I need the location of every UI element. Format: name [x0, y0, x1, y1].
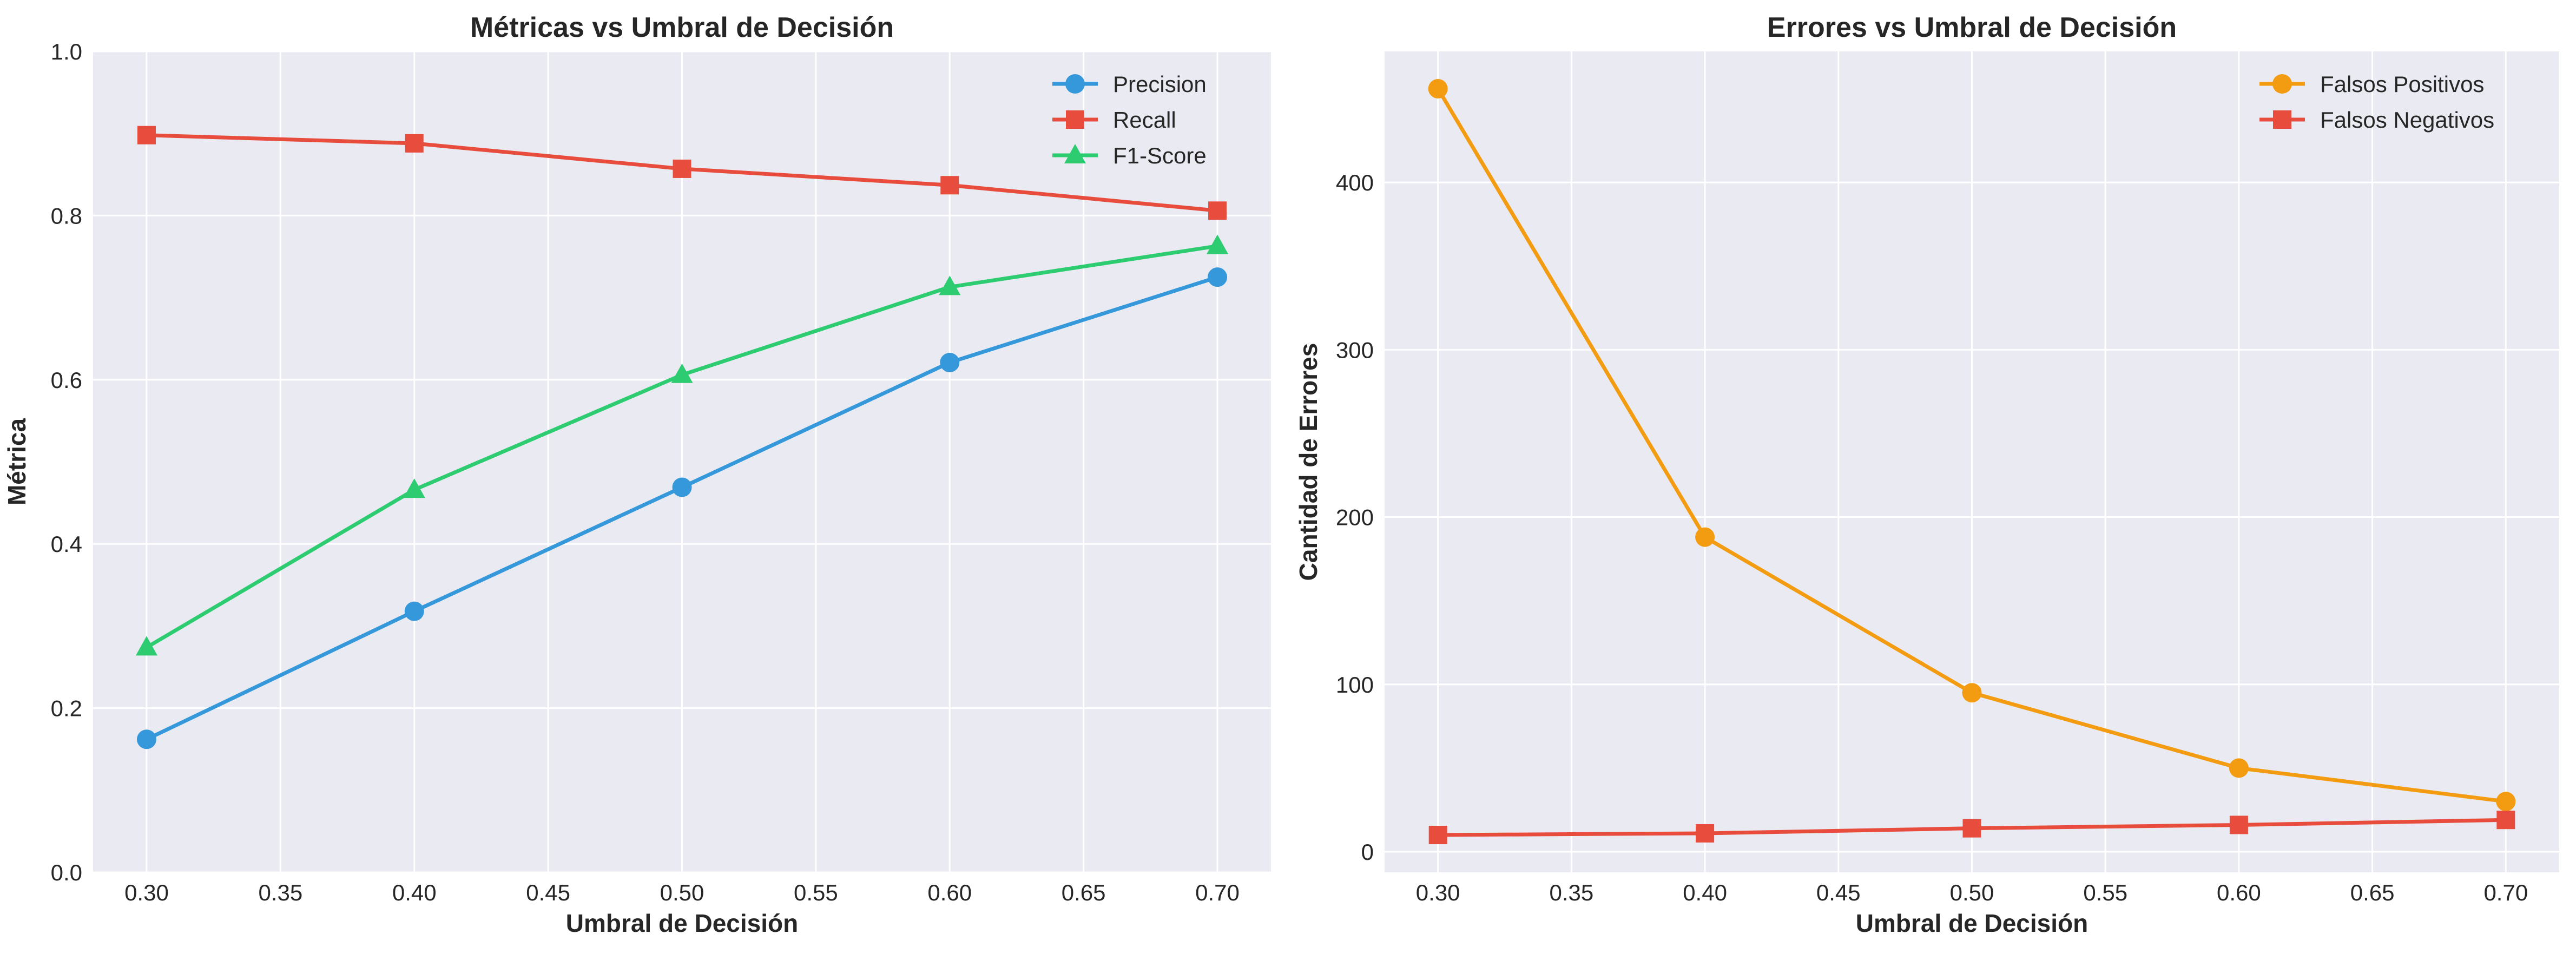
- legend-marker: [1064, 144, 1086, 163]
- legend-label: F1-Score: [1113, 143, 1207, 168]
- chart-title: Métricas vs Umbral de Decisión: [470, 12, 894, 43]
- data-point: [1208, 267, 1228, 287]
- x-tick-label: 0.55: [794, 880, 838, 905]
- data-point: [940, 176, 959, 195]
- data-point: [1696, 824, 1715, 843]
- y-tick-label: 200: [1336, 505, 1374, 530]
- data-point: [673, 159, 691, 178]
- x-tick-label: 0.40: [1683, 880, 1727, 905]
- data-point: [1962, 683, 1982, 703]
- data-point: [1428, 826, 1447, 845]
- y-tick-label: 0.6: [51, 367, 82, 393]
- legend: Precision Recall F1-Score: [1052, 71, 1207, 168]
- data-point: [404, 601, 424, 621]
- x-tick-label: 0.65: [2350, 880, 2395, 905]
- data-point: [1207, 234, 1229, 254]
- data-point: [672, 477, 692, 497]
- legend-label: Falsos Negativos: [2320, 107, 2494, 133]
- y-tick-label: 0.8: [51, 203, 82, 228]
- y-tick-label: 0.0: [51, 860, 82, 885]
- y-tick-label: 0.4: [51, 531, 82, 557]
- y-tick-label: 300: [1336, 337, 1374, 363]
- x-tick-label: 0.30: [1416, 880, 1460, 905]
- errors-chart: 0.30 0.35 0.40 0.45 0.50 0.55 0.60 0.65 0.70 0 100…: [1294, 12, 2559, 937]
- legend-label: Precision: [1113, 71, 1207, 97]
- y-tick-label: 100: [1336, 672, 1374, 698]
- y-axis-label: Cantidad de Errores: [1294, 343, 1322, 581]
- legend-marker: [1066, 110, 1084, 129]
- data-point: [2496, 792, 2516, 812]
- x-tick-label: 0.45: [1816, 880, 1861, 905]
- chart-title: Errores vs Umbral de Decisión: [1767, 12, 2177, 43]
- x-tick-label: 0.55: [2083, 880, 2127, 905]
- x-tick-label: 0.50: [1950, 880, 1994, 905]
- x-tick-label: 0.70: [1195, 880, 1240, 905]
- data-point: [2229, 815, 2248, 834]
- x-tick-label: 0.65: [1062, 880, 1106, 905]
- y-tick-label: 0: [1361, 839, 1374, 865]
- data-point: [939, 275, 961, 295]
- data-point: [405, 134, 424, 153]
- legend-marker: [1065, 74, 1085, 94]
- x-tick-label: 0.70: [2483, 880, 2528, 905]
- data-point: [1695, 527, 1715, 547]
- data-point: [137, 126, 156, 144]
- data-point: [940, 352, 960, 372]
- x-tick-label: 0.30: [124, 880, 169, 905]
- data-point: [1208, 201, 1227, 220]
- x-tick-label: 0.50: [660, 880, 704, 905]
- data-point: [1962, 819, 1981, 838]
- legend: Falsos Positivos Falsos Negativos: [2259, 71, 2494, 133]
- x-tick-label: 0.35: [1550, 880, 1594, 905]
- x-axis-label: Umbral de Decisión: [566, 909, 798, 937]
- legend-label: Recall: [1113, 107, 1176, 133]
- data-point: [1428, 78, 1448, 98]
- data-point: [671, 363, 693, 383]
- data-point: [136, 729, 156, 749]
- y-tick-label: 0.2: [51, 696, 82, 721]
- data-point: [135, 636, 157, 656]
- legend-marker: [2272, 74, 2292, 94]
- y-axis-label: Métrica: [3, 418, 31, 505]
- x-tick-label: 0.40: [392, 880, 437, 905]
- metrics-chart: 0.30 0.35 0.40 0.45 0.50 0.55 0.60 0.65 0.70 0.0 0…: [3, 12, 1271, 937]
- legend-marker: [2273, 110, 2291, 129]
- y-tick-label: 400: [1336, 170, 1374, 195]
- x-axis-label: Umbral de Decisión: [1856, 909, 2088, 937]
- x-tick-label: 0.60: [927, 880, 972, 905]
- data-point: [2496, 811, 2515, 830]
- x-tick-label: 0.60: [2217, 880, 2261, 905]
- legend-label: Falsos Positivos: [2320, 71, 2484, 97]
- data-point: [403, 478, 425, 498]
- data-point: [2229, 758, 2249, 778]
- x-tick-label: 0.35: [258, 880, 302, 905]
- x-tick-label: 0.45: [526, 880, 570, 905]
- y-tick-label: 1.0: [51, 39, 82, 64]
